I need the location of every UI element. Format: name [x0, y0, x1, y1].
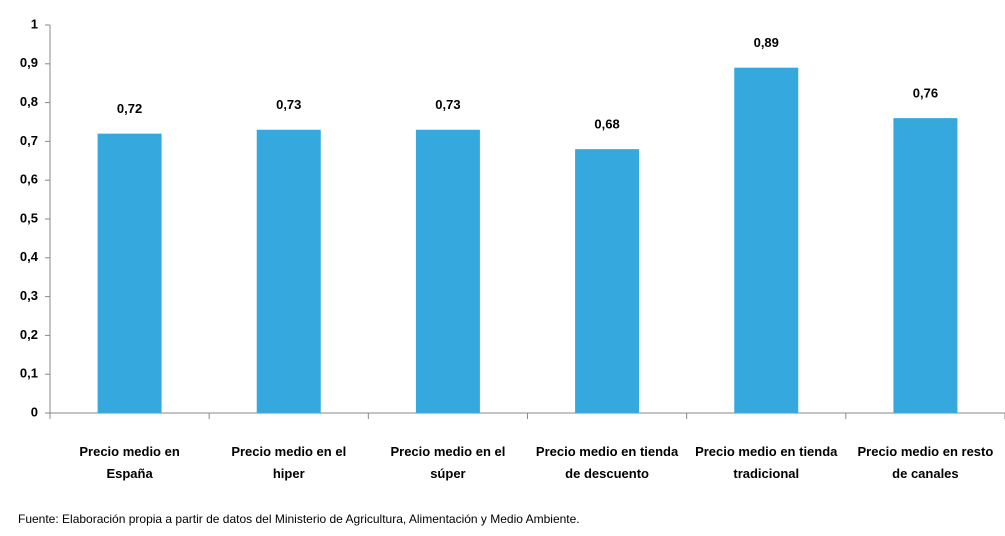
x-tick-label: Precio medio en el súper: [390, 444, 506, 481]
value-label: 0,89: [754, 35, 779, 50]
x-tick-label: Precio medio en España: [79, 444, 180, 481]
y-tick-label: 0,6: [20, 172, 38, 187]
bar: [575, 149, 640, 413]
value-label: 0,68: [594, 117, 619, 132]
y-tick-label: 0: [31, 404, 38, 419]
value-label: 0,72: [117, 101, 142, 116]
source-note: Fuente: Elaboración propia a partir de d…: [18, 512, 580, 526]
bar: [415, 129, 480, 413]
value-label: 0,76: [913, 86, 938, 101]
x-tick-label: Precio medio en resto de canales: [857, 444, 994, 481]
y-tick-label: 0,1: [20, 366, 38, 381]
y-tick-label: 0,5: [20, 210, 38, 225]
x-tick-label: Precio medio en el hiper: [231, 444, 347, 481]
bar: [97, 133, 162, 413]
value-label: 0,73: [435, 97, 460, 112]
y-tick-label: 1: [31, 16, 38, 31]
x-tick-label: Precio medio en tienda de descuento: [535, 444, 679, 481]
value-label: 0,73: [276, 97, 301, 112]
y-tick-label: 0,9: [20, 55, 38, 70]
bar: [256, 129, 321, 413]
x-tick-label: Precio medio en tienda tradicional: [695, 444, 838, 481]
y-tick-label: 0,3: [20, 288, 38, 303]
y-tick-label: 0,2: [20, 327, 38, 342]
y-tick-label: 0,4: [20, 249, 39, 264]
y-tick-label: 0,7: [20, 133, 38, 148]
bar: [893, 118, 958, 414]
bar: [734, 67, 799, 414]
y-tick-label: 0,8: [20, 94, 38, 109]
